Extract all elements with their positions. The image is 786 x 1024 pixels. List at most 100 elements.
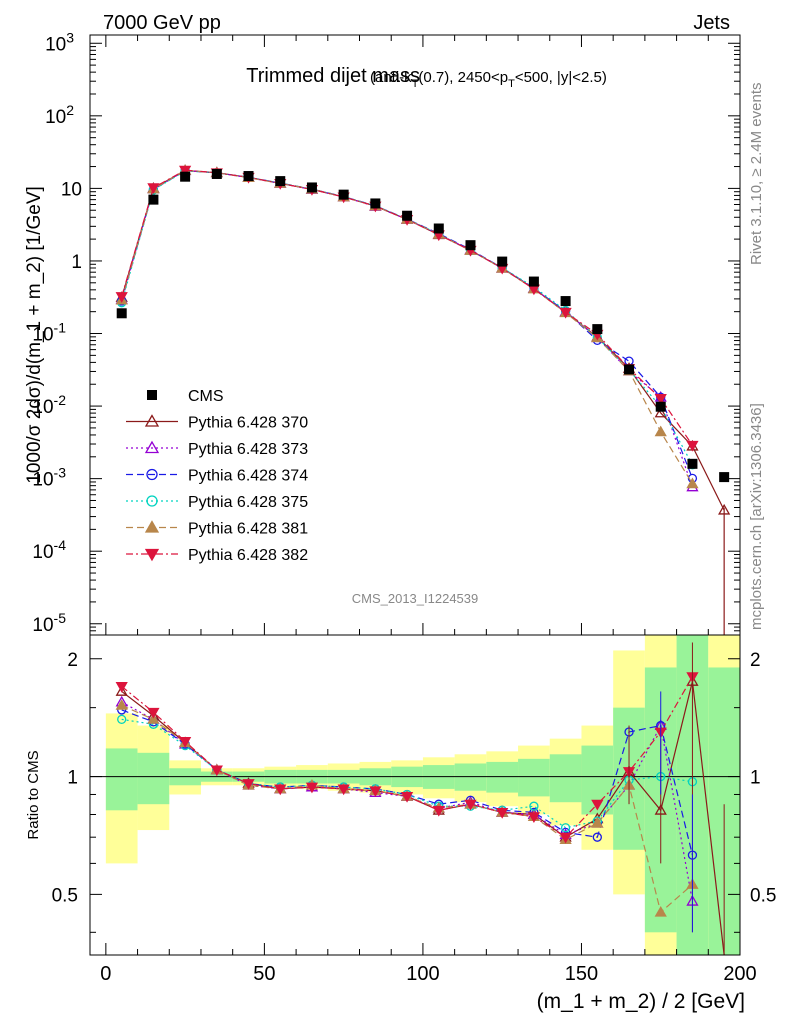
series-point: [337, 784, 350, 796]
series-370: [115, 164, 731, 515]
series-point: [274, 784, 287, 796]
y-tick-label: 10-5: [32, 610, 66, 636]
ratio-tick-label-right: 2: [750, 650, 761, 671]
legend-entry: CMS: [147, 388, 224, 405]
legend-label: Pythia 6.428 375: [188, 494, 308, 511]
chart-title: Trimmed dijet mass: [246, 65, 420, 87]
ratio-frame: [89, 634, 741, 956]
series-point: [147, 183, 160, 195]
y-tick-label: 10-4: [32, 537, 66, 563]
series-point: [591, 799, 604, 811]
series-point: [654, 905, 667, 917]
series-point: [529, 801, 539, 811]
header-right: Jets: [693, 12, 730, 34]
ratio-axis-label: Ratio to CMS: [25, 750, 42, 839]
main-frame: [89, 34, 741, 636]
data-point: [719, 472, 730, 483]
series-point: [144, 440, 160, 454]
data-point: [528, 276, 539, 287]
series-point: [559, 307, 572, 319]
ratio-tick-label-right: 1: [750, 768, 761, 789]
band-inner: [518, 758, 550, 797]
data-point: [592, 324, 603, 335]
band-inner: [549, 754, 582, 803]
series-point: [146, 468, 158, 481]
legend-label: CMS: [188, 388, 224, 405]
series-point: [147, 713, 160, 724]
series-point: [210, 765, 223, 777]
series-point: [144, 548, 160, 562]
series-point: [115, 292, 128, 303]
data-point: [624, 364, 635, 375]
series-point: [147, 707, 160, 719]
data-point: [465, 240, 476, 251]
data-point: [560, 296, 571, 307]
x-axis-label: (m_1 + m_2) / 2 [GeV]: [537, 990, 745, 1013]
data-point: [370, 198, 381, 209]
data-point: [180, 171, 191, 182]
series-point: [146, 495, 158, 507]
y-tick-label: 103: [45, 29, 74, 55]
y-tick-label: 10-2: [32, 392, 66, 418]
legend: CMS Pythia 6.428 370 Pythia 6.428 373 Pythi…: [126, 388, 308, 564]
series-point: [117, 714, 127, 725]
ratio-tick-label: 1: [67, 768, 78, 789]
legend-entry: Pythia 6.428 382: [126, 547, 308, 564]
ratio-tick-label: 2: [67, 650, 78, 671]
y-tick-label: 102: [45, 102, 74, 128]
series-point: [591, 816, 604, 828]
ratio-panel: 0 50 100 150 200 0.5 0.5 1 1 2 2 Ratio to CMS: [25, 634, 776, 985]
data-point: [147, 390, 157, 400]
series-point: [686, 477, 699, 489]
series-point: [242, 779, 255, 790]
series-point: [115, 699, 128, 710]
band-inner: [105, 748, 138, 811]
series-point: [179, 736, 192, 748]
analysis-watermark: CMS_2013_I1224539: [352, 591, 479, 606]
band-inner: [486, 761, 519, 793]
series-point: [400, 791, 414, 803]
series-point: [115, 681, 128, 693]
y-tick-label: 10: [61, 179, 82, 200]
series-382: [115, 165, 699, 452]
series-point: [115, 685, 128, 696]
series-point: [560, 823, 571, 833]
series-CMS: [116, 168, 730, 483]
side-label-mcplots: mcplots.cern.ch [arXiv:1306.3436]: [748, 403, 765, 630]
legend-label: Pythia 6.428 382: [188, 547, 308, 564]
band-inner: [137, 752, 170, 805]
y-tick-label: 10-3: [32, 465, 66, 491]
legend-entry: Pythia 6.428 375: [126, 494, 308, 511]
ratio-tick-label: 0.5: [52, 885, 78, 906]
series-point: [464, 799, 477, 811]
series-point: [592, 832, 602, 842]
x-tick-label: 0: [100, 963, 111, 985]
series-point: [305, 782, 319, 794]
data-point: [402, 210, 413, 221]
data-point: [655, 401, 666, 412]
header-left: 7000 GeV pp: [103, 12, 221, 34]
ratio-tick-label-right: 0.5: [750, 885, 776, 906]
series-point: [527, 812, 541, 823]
band-inner: [454, 763, 487, 791]
legend-label: Pythia 6.428 374: [188, 468, 308, 485]
data-point: [275, 176, 286, 187]
side-label-rivet: Rivet 3.1.10, ≥ 2.4M events: [748, 83, 765, 266]
data-point: [338, 189, 349, 200]
data-point: [148, 194, 159, 205]
series-point: [654, 394, 667, 405]
series-point: [559, 832, 572, 844]
data-point: [116, 308, 127, 319]
x-tick-label: 150: [565, 963, 598, 985]
data-point: [306, 182, 317, 193]
data-point: [211, 168, 222, 179]
series-point: [686, 440, 699, 452]
series-point: [179, 165, 192, 177]
x-tick-label: 100: [406, 963, 439, 985]
ratio-series-382: [115, 672, 699, 844]
data-point: [433, 223, 444, 234]
series-point: [496, 807, 509, 819]
data-point: [687, 458, 698, 469]
